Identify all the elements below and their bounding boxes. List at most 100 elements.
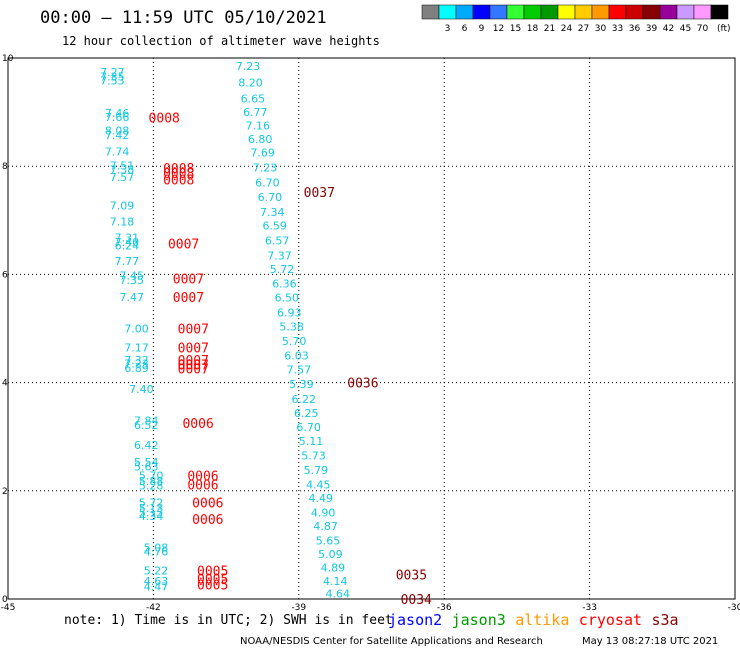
wave-height-point: 7.00 xyxy=(124,323,149,336)
wave-height-point: 5.13 xyxy=(139,502,164,515)
satellite-legend-altika: altika xyxy=(515,611,569,629)
wave-height-point: 5.15 xyxy=(139,506,164,519)
wave-height-point: 5.73 xyxy=(301,450,326,463)
wave-height-point: 6.59 xyxy=(262,220,287,233)
wave-height-point: 6.22 xyxy=(292,393,317,406)
color-scale-label: 6 xyxy=(462,24,468,34)
pass-time-label: 0006 xyxy=(187,470,218,485)
wave-height-point: 7.57 xyxy=(110,171,135,184)
color-swatch xyxy=(421,4,440,20)
wave-height-point: 6.42 xyxy=(134,439,159,452)
wave-height-point: 7.77 xyxy=(115,255,140,268)
y-tick-label: 10 xyxy=(2,54,14,64)
wave-height-point: 4.90 xyxy=(311,506,336,519)
wave-height-point: 6.70 xyxy=(258,191,283,204)
pass-time-label: 0034 xyxy=(401,593,432,608)
color-swatch xyxy=(591,4,610,20)
pass-time-label: 0037 xyxy=(304,186,335,201)
wave-height-point: 4.63 xyxy=(144,575,169,588)
wave-height-point: 5.28 xyxy=(139,479,164,492)
wave-height-point: 5.65 xyxy=(316,535,341,548)
wave-height-point: 7.47 xyxy=(119,291,143,304)
wave-height-point: 7.23 xyxy=(236,60,261,73)
satellite-legend: jason2 jason3 altika cryosat s3a xyxy=(388,611,679,629)
wave-height-point: 6.70 xyxy=(296,421,321,434)
color-swatch xyxy=(642,4,661,20)
wave-height-point: 7.74 xyxy=(105,146,130,159)
wave-height-point: 7.32 xyxy=(124,354,149,367)
color-scale-label: 21 xyxy=(544,24,555,34)
color-swatch xyxy=(693,4,712,20)
wave-height-point: 5.39 xyxy=(289,378,314,391)
pass-time-label: 0007 xyxy=(173,291,204,306)
wave-height-point: 6.36 xyxy=(272,278,297,291)
wave-height-point: 4.14 xyxy=(323,575,348,588)
color-swatch xyxy=(625,4,644,20)
pass-time-label: 0007 xyxy=(178,341,209,356)
satellite-legend-cryosat: cryosat xyxy=(579,611,642,629)
pass-time-label: 0006 xyxy=(192,513,223,528)
timestamp: May 13 08:27:18 UTC 2021 xyxy=(582,636,718,647)
color-scale-label: 18 xyxy=(527,24,539,34)
wave-height-point: 7.09 xyxy=(110,200,135,213)
wave-height-point: 7.35 xyxy=(100,70,125,83)
wave-height-point: 6.57 xyxy=(265,234,290,247)
wave-height-point: 7.23 xyxy=(124,358,149,371)
color-scale-label: 45 xyxy=(680,24,691,34)
color-scale-unit: (ft) xyxy=(717,24,731,34)
y-tick-label: 6 xyxy=(2,270,8,280)
x-tick-label: -39 xyxy=(291,603,306,613)
wave-height-point: 7.18 xyxy=(110,215,135,228)
wave-height-point: 7.38 xyxy=(110,163,135,176)
wave-height-point: 7.69 xyxy=(250,147,274,160)
color-swatch xyxy=(489,4,508,20)
wave-height-point: 4.64 xyxy=(325,588,350,601)
y-tick-label: 0 xyxy=(2,595,8,605)
y-tick-label: 8 xyxy=(2,162,8,172)
wave-height-point: 7.17 xyxy=(124,341,149,354)
pass-time-label: 0007 xyxy=(178,354,209,369)
pass-time-label: 0005 xyxy=(197,578,228,593)
pass-time-label: 0008 xyxy=(149,112,180,127)
color-swatch xyxy=(557,4,576,20)
color-swatch xyxy=(710,4,729,20)
wave-height-point: 6.89 xyxy=(124,362,149,375)
color-swatch xyxy=(472,4,491,20)
color-swatch xyxy=(523,4,542,20)
pass-time-label: 0007 xyxy=(178,363,209,378)
wave-height-point: 5.38 xyxy=(279,320,304,333)
color-swatch xyxy=(438,4,457,20)
x-tick-label: -33 xyxy=(582,603,597,613)
wave-height-point: 5.63 xyxy=(134,460,159,473)
color-scale-label: 9 xyxy=(479,24,485,34)
credit-line: NOAA/NESDIS Center for Satellite Applica… xyxy=(240,636,543,647)
wave-height-point: 6.80 xyxy=(248,133,273,146)
color-scale-label: 24 xyxy=(561,24,573,34)
pass-time-label: 0007 xyxy=(178,323,209,338)
page-title: 00:00 – 11:59 UTC 05/10/2021 xyxy=(40,8,327,28)
wave-height-point: 5.88 xyxy=(139,475,164,488)
wave-height-point: 5.54 xyxy=(134,456,159,469)
pass-time-label: 0007 xyxy=(178,359,209,374)
color-swatch xyxy=(574,4,593,20)
wave-height-point: 7.16 xyxy=(245,120,270,133)
wave-height-point: 5.72 xyxy=(139,497,164,510)
pass-time-label: 0008 xyxy=(163,167,194,182)
wave-height-point: 8.08 xyxy=(105,124,130,137)
wave-height-point: 7.37 xyxy=(267,249,292,262)
pass-time-label: 0008 xyxy=(163,174,194,189)
color-scale-label: 39 xyxy=(646,24,658,34)
wave-height-point: 7.42 xyxy=(105,129,130,142)
wave-height-point: 7.40 xyxy=(115,236,140,249)
color-swatch xyxy=(676,4,695,20)
pass-time-label: 0035 xyxy=(396,569,427,584)
x-tick-label: -30 xyxy=(728,603,740,613)
y-tick-label: 2 xyxy=(2,487,8,497)
pass-time-label: 0006 xyxy=(187,478,218,493)
pass-time-label: 0005 xyxy=(197,572,228,587)
wave-height-point: 4.89 xyxy=(321,562,346,575)
pass-time-label: 0006 xyxy=(192,497,223,512)
wave-height-point: 5.70 xyxy=(282,335,307,348)
y-tick-label: 4 xyxy=(2,379,8,389)
color-scale-label: 12 xyxy=(493,24,504,34)
